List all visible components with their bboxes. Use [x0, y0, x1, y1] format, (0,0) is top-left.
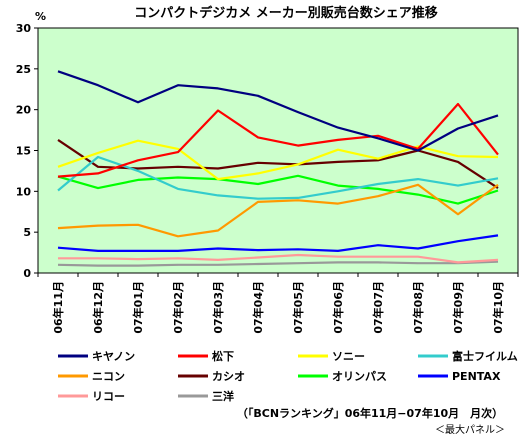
legend-label: 富士フイルム	[452, 349, 518, 363]
y-tick-label: 0	[23, 267, 31, 280]
legend-label: カシオ	[212, 370, 245, 383]
series-line	[57, 102, 499, 178]
y-tick-label: 20	[16, 104, 32, 117]
x-tick-label: 07年05月	[291, 281, 305, 334]
series-line	[57, 155, 499, 200]
panel-note: ＜最大パネル＞	[435, 423, 505, 436]
series-line	[57, 70, 499, 152]
legend-label: リコー	[92, 390, 125, 403]
y-tick-label: 25	[16, 63, 31, 76]
x-tick-label: 07年08月	[411, 281, 425, 334]
series-line	[57, 174, 499, 205]
x-tick-label: 07年07月	[371, 281, 385, 334]
series-line	[57, 183, 499, 238]
series-line	[57, 234, 499, 252]
series-line	[57, 260, 499, 267]
y-tick-label: 15	[16, 145, 31, 158]
x-tick-label: 07年09月	[451, 281, 465, 334]
legend-label: ソニー	[332, 350, 365, 363]
y-tick-label: 10	[16, 185, 32, 198]
chart-title: コンパクトデジカメ メーカー別販売台数シェア推移	[134, 5, 438, 21]
x-axis: 06年11月 06年12月 07年01月 07年02月 07年03月 07年04月 07年0…	[37, 273, 519, 334]
y-tick-label: 30	[16, 22, 32, 35]
y-tick-label: 5	[23, 226, 31, 239]
series-lines	[57, 70, 499, 267]
legend-label: PENTAX	[452, 370, 501, 383]
series-line	[58, 253, 499, 264]
legend-label: キヤノン	[92, 350, 135, 363]
x-tick-label: 07年10月	[491, 281, 505, 334]
y-axis: 0 5 10 15 20 25 30	[16, 22, 38, 280]
x-tick-label: 06年12月	[91, 281, 105, 334]
legend-label: 三洋	[212, 389, 234, 403]
source-note: （「BCNランキング」06年11月−07年10月 月次）	[237, 406, 503, 420]
legend-label: ニコン	[92, 370, 125, 383]
legend-label: 松下	[212, 349, 234, 363]
legend-label: オリンパス	[332, 370, 387, 383]
x-tick-label: 06年11月	[51, 281, 65, 334]
x-tick-label: 07年04月	[251, 281, 265, 334]
x-tick-label: 07年01月	[131, 281, 145, 334]
x-tick-label: 07年03月	[211, 281, 225, 334]
x-tick-label: 07年02月	[171, 281, 185, 334]
plot-area	[37, 27, 519, 274]
y-unit-label: %	[35, 10, 46, 23]
x-tick-label: 07年06月	[331, 281, 345, 334]
